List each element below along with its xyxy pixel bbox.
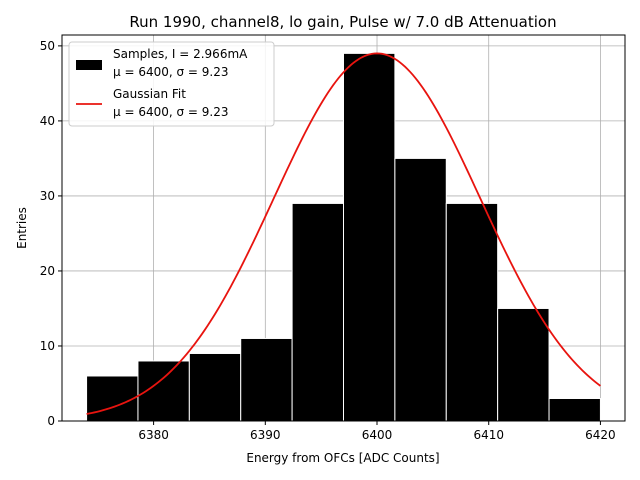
legend-swatch-samples xyxy=(76,60,102,70)
histogram-bars xyxy=(86,52,601,422)
x-axis-ticks: 6380 6390 6400 6410 6420 xyxy=(138,421,616,442)
x-tick-label: 6390 xyxy=(250,428,281,442)
legend: Samples, I = 2.966mA μ = 6400, σ = 9.23 … xyxy=(68,41,275,127)
plot-frame xyxy=(61,34,626,422)
x-axis-label: Energy from OFCs [ADC Counts] xyxy=(246,451,439,465)
legend-stats-fit: μ = 6400, σ = 9.23 xyxy=(113,105,229,119)
y-tick-label: 30 xyxy=(40,189,55,203)
legend-box xyxy=(68,41,275,127)
histogram-bar xyxy=(497,307,550,422)
legend-label-fit: Gaussian Fit xyxy=(113,87,186,101)
x-tick-label: 6400 xyxy=(362,428,393,442)
histogram-bar xyxy=(548,397,601,422)
histogram-bar xyxy=(86,375,139,422)
x-tick-label: 6380 xyxy=(138,428,169,442)
y-tick-label: 40 xyxy=(40,114,55,128)
histogram-bar xyxy=(394,157,447,422)
y-tick-label: 20 xyxy=(40,264,55,278)
histogram-bar xyxy=(188,352,242,422)
y-axis-label: Entries xyxy=(15,207,29,249)
legend-stats-samples: μ = 6400, σ = 9.23 xyxy=(113,65,229,79)
x-tick-label: 6420 xyxy=(585,428,616,442)
y-tick-label: 0 xyxy=(47,414,55,428)
y-tick-label: 50 xyxy=(40,39,55,53)
y-axis-ticks: 0 10 20 30 40 50 xyxy=(40,39,62,428)
histogram-bar xyxy=(240,337,293,422)
chart-title: Run 1990, channel8, lo gain, Pulse w/ 7.… xyxy=(129,13,556,31)
histogram-bar xyxy=(445,202,499,422)
histogram-bar xyxy=(343,52,396,422)
legend-label-samples: Samples, I = 2.966mA xyxy=(113,47,248,61)
x-tick-label: 6410 xyxy=(473,428,504,442)
gaussian-fit-line xyxy=(86,52,601,415)
histogram-bar xyxy=(291,202,345,422)
y-tick-label: 10 xyxy=(40,339,55,353)
